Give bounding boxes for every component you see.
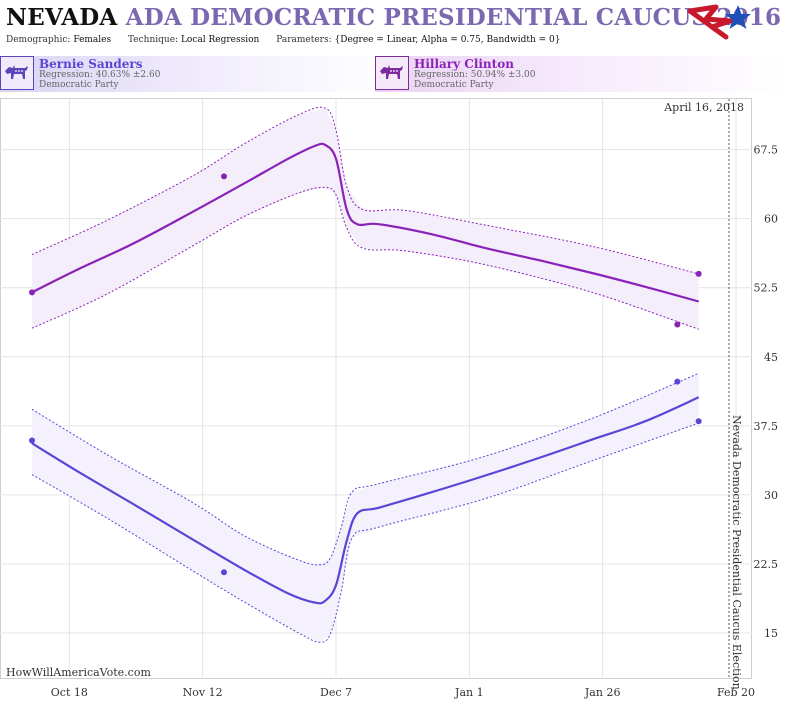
bernie-sanders-point[interactable]: [29, 437, 35, 444]
page-title: NEVADA ADA DEMOCRATIC PRESIDENTIAL CAUCU…: [6, 4, 781, 31]
bernie-sanders-point[interactable]: [695, 418, 702, 425]
x-tick-label: Nov 12: [183, 686, 223, 699]
y-tick-label: 45: [764, 351, 778, 364]
date-label: April 16, 2018: [663, 101, 744, 114]
candidate-name: Hillary Clinton: [414, 57, 514, 71]
candidate-regression: Regression: 40.63% ±2.60: [39, 70, 161, 80]
bernie-sanders-upper-bound: [31, 372, 699, 566]
hillary-clinton-regression-line: [31, 142, 699, 303]
parameters-value: {Degree = Linear, Alpha = 0.75, Bandwidt…: [334, 35, 561, 45]
candidate-regression: Regression: 50.94% ±3.00: [414, 70, 536, 80]
x-tick-label: Jan 26: [584, 686, 621, 699]
candidate-hillary-clinton: Hillary Clinton Regression: 50.94% ±3.00…: [375, 56, 789, 92]
hillary-clinton-point[interactable]: [695, 270, 702, 277]
y-axis: 15 22.5 30 37.5 45 52.5 60 67.5: [754, 144, 779, 640]
parameter-line: Demographic: Females Technique: Local Re…: [6, 35, 574, 45]
hillary-clinton-point[interactable]: [674, 321, 681, 328]
flag-star-logo-icon[interactable]: [686, 3, 754, 49]
parameters-label: Parameters:: [276, 35, 332, 45]
y-tick-label: 22.5: [754, 558, 779, 571]
confidence-bands: [32, 108, 699, 643]
candidate-name: Bernie Sanders: [39, 57, 143, 71]
plot-frame: [0, 98, 752, 679]
y-tick-label: 15: [764, 627, 778, 640]
hillary-clinton-upper-bound: [31, 106, 699, 275]
source-label: HowWillAmericaVote.com: [6, 666, 151, 679]
demographic-value: Females: [73, 35, 112, 45]
x-axis: Oct 18 Nov 12 Dec 7 Jan 1 Jan 26 Feb 20: [51, 686, 755, 699]
candidate-bernie-sanders: Bernie Sanders Regression: 40.63% ±2.60 …: [0, 56, 390, 92]
event-label: Nevada Democratic Presidential Caucus El…: [730, 415, 743, 690]
hillary-clinton-point[interactable]: [29, 289, 35, 296]
hillary-clinton-lower-bound: [31, 186, 699, 330]
bernie-sanders-point[interactable]: [674, 378, 681, 385]
candidate-party: Democratic Party: [39, 80, 119, 90]
hillary-clinton-band: [32, 108, 699, 330]
demographic-label: Demographic:: [6, 35, 71, 45]
y-tick-label: 67.5: [754, 144, 779, 157]
technique-value: Local Regression: [180, 35, 260, 45]
bernie-sanders-regression-line: [31, 396, 700, 605]
technique-label: Technique:: [128, 35, 179, 45]
bernie-sanders-band: [32, 373, 699, 643]
donkey-icon: [0, 56, 34, 90]
x-tick-label: Oct 18: [51, 686, 88, 699]
title-text: ADA DEMOCRATIC PRESIDENTIAL CAUCUS 2016: [125, 4, 782, 31]
bernie-sanders-lower-bound: [31, 422, 699, 643]
series-lines: [31, 106, 700, 643]
title-state: NEVADA: [6, 4, 118, 31]
y-tick-label: 37.5: [754, 420, 779, 433]
candidate-party: Democratic Party: [414, 80, 494, 90]
y-tick-label: 60: [764, 213, 778, 226]
x-tick-label: Feb 20: [717, 686, 755, 699]
x-tick-label: Dec 7: [320, 686, 352, 699]
y-tick-label: 52.5: [754, 282, 779, 295]
header: NEVADA ADA DEMOCRATIC PRESIDENTIAL CAUCU…: [0, 0, 789, 56]
chart: Oct 18 Nov 12 Dec 7 Jan 1 Jan 26 Feb 20 15 22.…: [0, 98, 779, 699]
bernie-sanders-point[interactable]: [221, 569, 227, 576]
x-tick-label: Jan 1: [454, 686, 484, 699]
data-points: [29, 173, 702, 576]
hillary-clinton-point[interactable]: [221, 173, 227, 180]
donkey-icon: [375, 56, 409, 90]
y-tick-label: 30: [764, 489, 778, 502]
